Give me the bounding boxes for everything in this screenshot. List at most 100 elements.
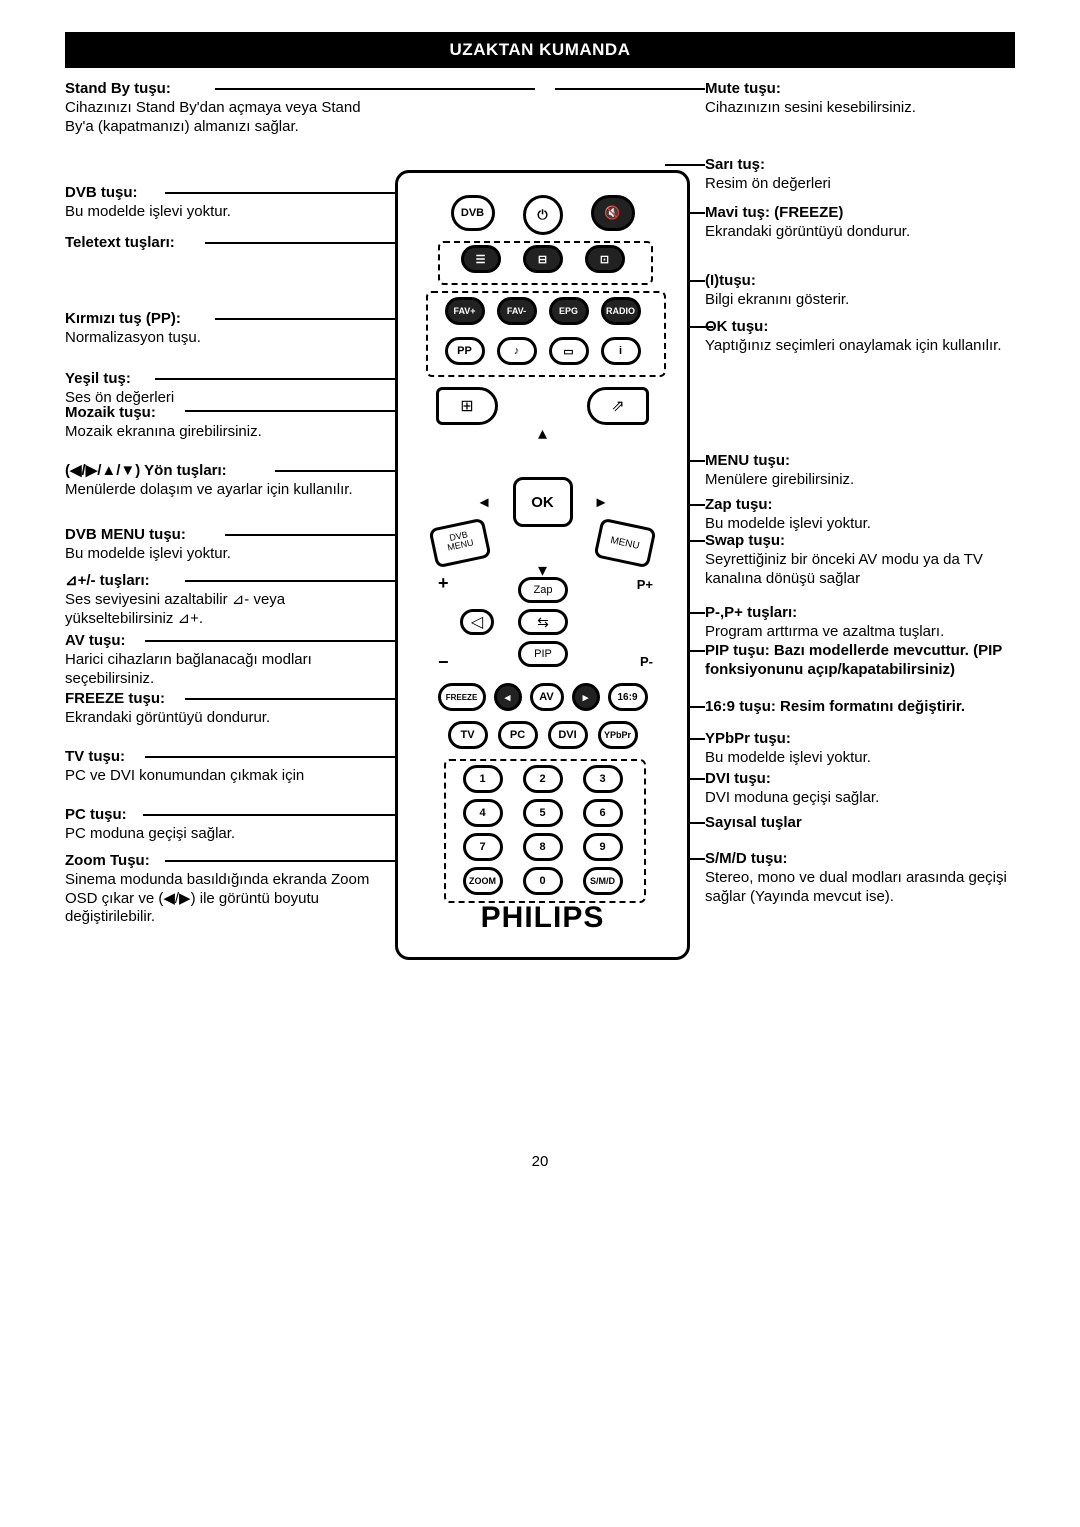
smd-button[interactable]: S/M/D xyxy=(583,867,623,895)
num-8[interactable]: 8 xyxy=(523,833,563,861)
prog-plus[interactable]: P+ xyxy=(637,577,653,592)
right-desc-0: Mute tuşu:Cihazınızın sesini kesebilirsi… xyxy=(705,80,916,118)
teletext-btn-2[interactable]: ⊟ xyxy=(523,245,563,273)
nav-right[interactable]: ▸ xyxy=(596,492,605,513)
right-desc-8: P-,P+ tuşları:Program arttırma ve azaltm… xyxy=(705,604,944,642)
dvi-button[interactable]: DVI xyxy=(548,721,588,749)
pp-button[interactable]: PP xyxy=(445,337,485,365)
desc-body: Bu modelde işlevi yoktur. xyxy=(705,515,871,532)
tv-button[interactable]: TV xyxy=(448,721,488,749)
page-number: 20 xyxy=(532,1153,549,1170)
desc-title: Mute tuşu: xyxy=(705,80,916,99)
av-button[interactable]: AV xyxy=(530,683,564,711)
connector-line xyxy=(555,88,705,90)
left-desc-7: DVB MENU tuşu:Bu modelde işlevi yoktur. xyxy=(65,526,231,564)
av-row: FREEZE ◂ AV ▸ 16:9 xyxy=(398,683,687,711)
pc-button[interactable]: PC xyxy=(498,721,538,749)
right-desc-6: Zap tuşu:Bu modelde işlevi yoktur. xyxy=(705,496,871,534)
right-desc-11: YPbPr tuşu:Bu modelde işlevi yoktur. xyxy=(705,730,871,768)
vol-minus[interactable]: − xyxy=(438,652,449,673)
fav-minus-label: FAV- xyxy=(507,306,526,316)
brand-logo: PHILIPS xyxy=(481,901,605,935)
desc-body: Bu modelde işlevi yoktur. xyxy=(65,203,231,222)
right-desc-7: Swap tuşu:Seyrettiğiniz bir önceki AV mo… xyxy=(705,532,1015,588)
sound-preset-button[interactable]: ♪ xyxy=(497,337,537,365)
connector-line xyxy=(689,706,705,708)
num-7[interactable]: 7 xyxy=(463,833,503,861)
connector-line xyxy=(215,88,535,90)
desc-title: MENU tuşu: xyxy=(705,452,854,471)
desc-body: Cihazınızı Stand By'dan açmaya veya Stan… xyxy=(65,99,375,137)
connector-line xyxy=(689,650,705,652)
desc-body: Program arttırma ve azaltma tuşları. xyxy=(705,623,944,640)
right-desc-9: PIP tuşu: Bazı modellerde mevcuttur. (PI… xyxy=(705,642,1015,680)
fav-minus-button[interactable]: FAV- xyxy=(497,297,537,325)
num-1[interactable]: 1 xyxy=(463,765,503,793)
dvb-button[interactable]: DVB xyxy=(451,195,495,231)
desc-title: DVI tuşu: xyxy=(705,770,879,789)
radio-button[interactable]: RADIO xyxy=(601,297,641,325)
info-button[interactable]: i xyxy=(601,337,641,365)
pip-button[interactable]: PIP xyxy=(518,641,568,667)
subtitle-button[interactable]: ▭ xyxy=(549,337,589,365)
num-2[interactable]: 2 xyxy=(523,765,563,793)
prog-minus[interactable]: P- xyxy=(640,654,653,669)
connector-line xyxy=(689,212,705,214)
page-body: Stand By tuşu:Cihazınızı Stand By'dan aç… xyxy=(65,80,1015,1080)
desc-body: Normalizasyon tuşu. xyxy=(65,329,201,348)
page-header: UZAKTAN KUMANDA xyxy=(65,32,1015,68)
remote-control: DVB ⏻ 🔇 ☰ ⊟ ⊡ FAV+ FAV- EPG RADIO PP ♪ ▭… xyxy=(395,170,690,960)
desc-title: DVB MENU tuşu: xyxy=(65,526,231,545)
left-desc-2: Teletext tuşları: xyxy=(65,234,175,253)
nav-up[interactable]: ▴ xyxy=(538,423,547,444)
connector-line xyxy=(665,164,705,166)
num-9[interactable]: 9 xyxy=(583,833,623,861)
av-left[interactable]: ◂ xyxy=(494,683,522,711)
right-desc-10: 16:9 tuşu: Resim formatını değiştirir. xyxy=(705,698,965,717)
right-desc-13: Sayısal tuşlar xyxy=(705,814,802,833)
connector-line xyxy=(145,756,435,758)
right-desc-4: OK tuşu:Yaptığınız seçimleri onaylamak i… xyxy=(705,318,1002,356)
zap-button[interactable]: Zap xyxy=(518,577,568,603)
left-desc-3: Kırmızı tuş (PP):Normalizasyon tuşu. xyxy=(65,310,201,348)
fav-plus-button[interactable]: FAV+ xyxy=(445,297,485,325)
left-desc-6: (◀/▶/▲/▼) Yön tuşları:Menülerde dolaşım … xyxy=(65,462,353,500)
epg-button[interactable]: EPG xyxy=(549,297,589,325)
connector-line xyxy=(689,326,713,328)
desc-title: Mozaik tuşu: xyxy=(65,404,262,423)
vol-plus[interactable]: + xyxy=(438,573,449,594)
zap-block: + − ◁ Zap ⇆ PIP P+ P- xyxy=(438,573,653,673)
nav-left[interactable]: ◂ xyxy=(480,492,489,513)
ok-button[interactable]: OK xyxy=(513,477,573,527)
desc-body: Bilgi ekranını gösterir. xyxy=(705,291,849,308)
desc-body: PC ve DVI konumundan çıkmak için xyxy=(65,767,304,786)
num-5[interactable]: 5 xyxy=(523,799,563,827)
teletext-btn-3[interactable]: ⊡ xyxy=(585,245,625,273)
av-right[interactable]: ▸ xyxy=(572,683,600,711)
desc-body: Stereo, mono ve dual modları arasında ge… xyxy=(705,869,1007,905)
num-3[interactable]: 3 xyxy=(583,765,623,793)
power-button[interactable]: ⏻ xyxy=(523,195,563,235)
num-6[interactable]: 6 xyxy=(583,799,623,827)
num-0[interactable]: 0 xyxy=(523,867,563,895)
vol-icon[interactable]: ◁ xyxy=(460,609,494,635)
freeze-button[interactable]: FREEZE xyxy=(438,683,486,711)
teletext-btn-1[interactable]: ☰ xyxy=(461,245,501,273)
ypbpr-button[interactable]: YPbPr xyxy=(598,721,638,749)
desc-body: DVI moduna geçişi sağlar. xyxy=(705,789,879,806)
num-4[interactable]: 4 xyxy=(463,799,503,827)
swap-button[interactable]: ⇆ xyxy=(518,609,568,635)
desc-title: (I)tuşu: xyxy=(705,272,849,291)
left-desc-13: Zoom Tuşu:Sinema modunda basıldığında ek… xyxy=(65,852,375,927)
left-desc-10: FREEZE tuşu:Ekrandaki görüntüyü dondurur… xyxy=(65,690,270,728)
right-desc-5: MENU tuşu:Menülere girebilirsiniz. xyxy=(705,452,854,490)
desc-title: Swap tuşu: xyxy=(705,532,1015,551)
zoom-button[interactable]: ZOOM xyxy=(463,867,503,895)
left-desc-12: PC tuşu:PC moduna geçişi sağlar. xyxy=(65,806,235,844)
right-desc-2: Mavi tuş: (FREEZE)Ekrandaki görüntüyü do… xyxy=(705,204,910,242)
epg-label: EPG xyxy=(559,306,578,316)
ratio-button[interactable]: 16:9 xyxy=(608,683,648,711)
left-desc-4: Yeşil tuş:Ses ön değerleri xyxy=(65,370,174,408)
mute-button[interactable]: 🔇 xyxy=(591,195,635,231)
desc-title: Sayısal tuşlar xyxy=(705,814,802,833)
